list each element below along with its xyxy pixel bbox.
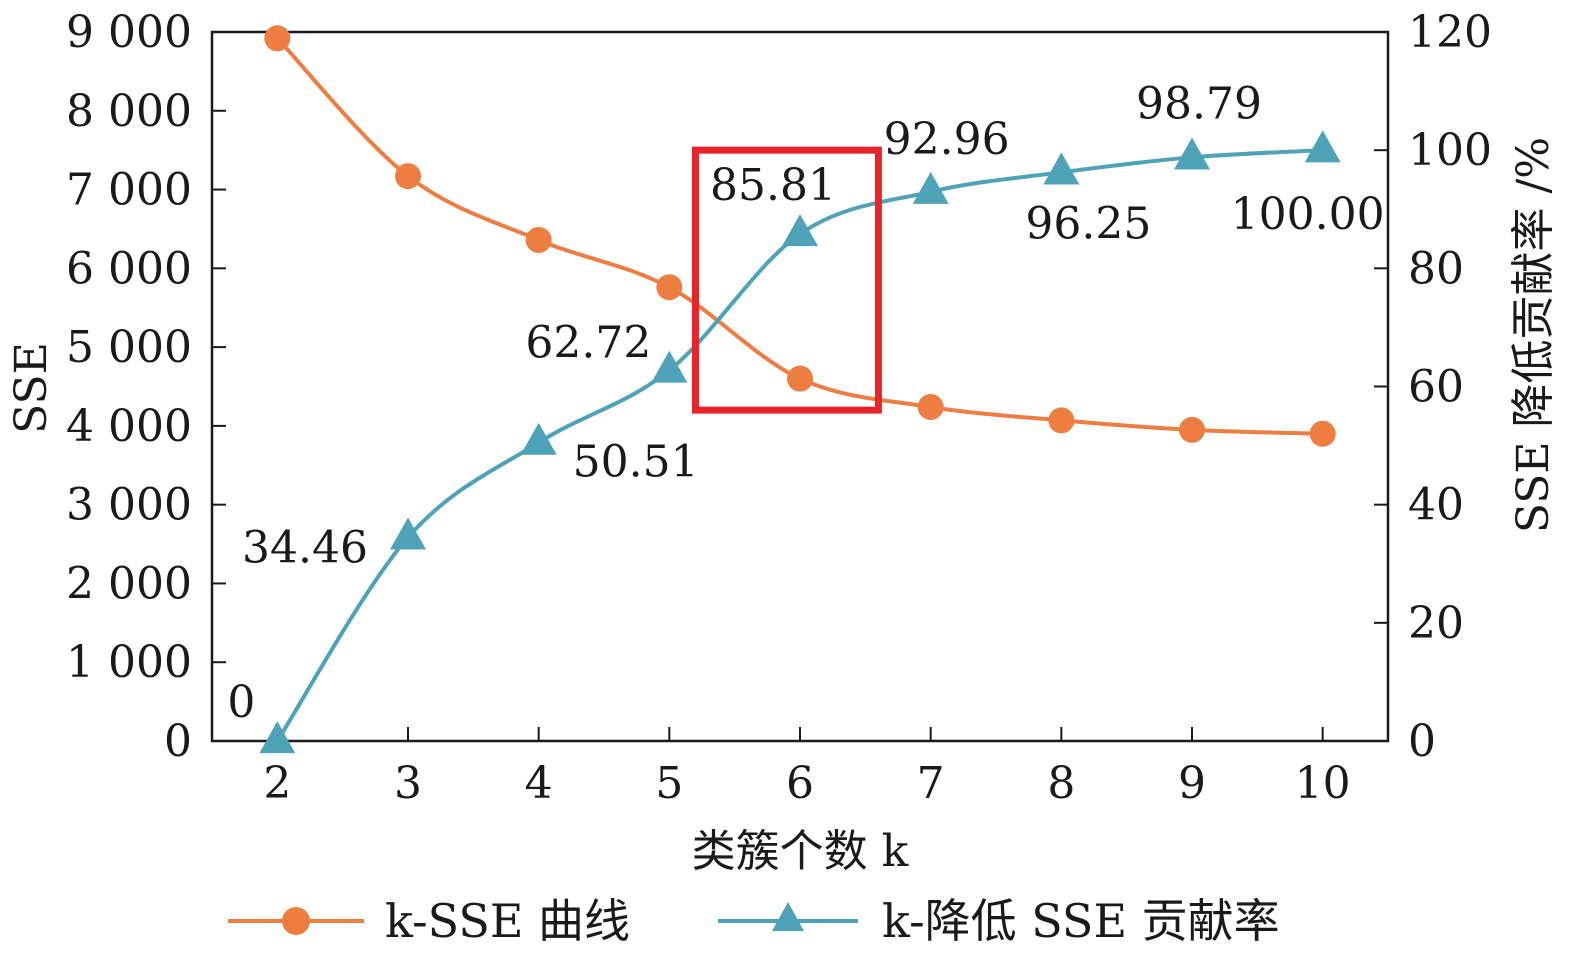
x-tick-label: 6 (786, 758, 814, 809)
legend-item-contribution: k-降低 SSE 贡献率 (718, 894, 1280, 948)
x-tick-label: 2 (263, 758, 291, 809)
highlight-box (691, 146, 882, 414)
data-label: 34.46 (242, 522, 368, 573)
point-circle (1179, 416, 1205, 443)
left-tick-label: 4 000 (66, 401, 192, 452)
right-axis-title: SSE 降低贡献率 /% (1508, 137, 1559, 533)
x-tick-label: 10 (1295, 758, 1351, 809)
x-tick-label: 5 (655, 758, 683, 809)
point-circle (525, 226, 552, 253)
left-tick-label: 0 (164, 716, 192, 767)
data-label: 62.72 (525, 317, 651, 368)
data-label: 100.00 (1231, 189, 1385, 240)
legend-item-sse: k-SSE 曲线 (228, 894, 630, 948)
annotation-layer (691, 146, 882, 414)
x-tick-label: 8 (1047, 758, 1075, 809)
x-axis-title: 类簇个数 k (692, 826, 909, 877)
point-triangle (259, 721, 296, 754)
left-tick-label: 2 000 (66, 558, 192, 609)
right-tick-label: 40 (1408, 480, 1464, 531)
point-circle (656, 274, 683, 301)
legend-marker-circle (282, 907, 310, 935)
x-tick-label: 9 (1178, 758, 1206, 809)
left-tick-label: 5 000 (66, 322, 192, 373)
point-triangle (1304, 130, 1341, 163)
point-triangle (520, 422, 557, 455)
right-tick-label: 20 (1408, 598, 1464, 649)
left-axis: 0 1 000 2 000 3 000 4 000 5 000 6 000 7 000 8 00… (66, 7, 226, 767)
x-axis: 2 3 4 5 6 7 8 9 10 (263, 727, 1351, 809)
left-tick-label: 8 000 (66, 86, 192, 137)
legend-label-contribution: k-降低 SSE 贡献率 (882, 894, 1280, 948)
point-circle (395, 163, 421, 190)
left-tick-label: 1 000 (66, 637, 192, 688)
data-label: 98.79 (1136, 78, 1262, 129)
point-triangle (912, 171, 949, 204)
x-tick-label: 4 (525, 758, 553, 809)
data-label: 96.25 (1025, 198, 1151, 249)
right-tick-label: 100 (1408, 125, 1492, 176)
legend-label-sse: k-SSE 曲线 (385, 894, 630, 948)
point-circle (787, 365, 813, 392)
point-circle (1048, 407, 1075, 434)
left-tick-label: 7 000 (66, 165, 192, 216)
x-tick-label: 3 (394, 758, 422, 809)
point-circle (264, 25, 291, 52)
left-tick-label: 3 000 (66, 480, 192, 531)
left-axis-title: SSE (6, 342, 57, 434)
data-labels: 0 34.46 50.51 62.72 85.81 92.96 96.25 98.79 100.… (227, 78, 1384, 728)
point-triangle (651, 350, 688, 383)
data-label: 0 (227, 677, 255, 728)
right-tick-label: 60 (1408, 362, 1464, 413)
right-axis: 0 20 40 60 80 100 120 (1374, 7, 1492, 767)
left-tick-label: 9 000 (66, 7, 192, 58)
right-tick-label: 120 (1408, 7, 1492, 58)
point-triangle (390, 517, 426, 550)
point-circle (917, 393, 944, 420)
right-tick-label: 0 (1408, 716, 1436, 767)
data-label: 50.51 (573, 437, 699, 488)
data-label: 85.81 (710, 160, 836, 211)
point-circle (1309, 420, 1336, 447)
legend-marker-triangle (772, 902, 804, 931)
point-triangle (1043, 152, 1080, 185)
series-layer (259, 25, 1341, 754)
point-triangle (1174, 137, 1210, 170)
left-tick-label: 6 000 (66, 243, 192, 294)
data-label: 92.96 (884, 114, 1010, 165)
legend: k-SSE 曲线 k-降低 SSE 贡献率 (228, 894, 1280, 948)
series-line-1 (275, 148, 1323, 743)
x-tick-label: 7 (917, 758, 945, 809)
point-triangle (782, 214, 818, 247)
right-tick-label: 80 (1408, 243, 1464, 294)
